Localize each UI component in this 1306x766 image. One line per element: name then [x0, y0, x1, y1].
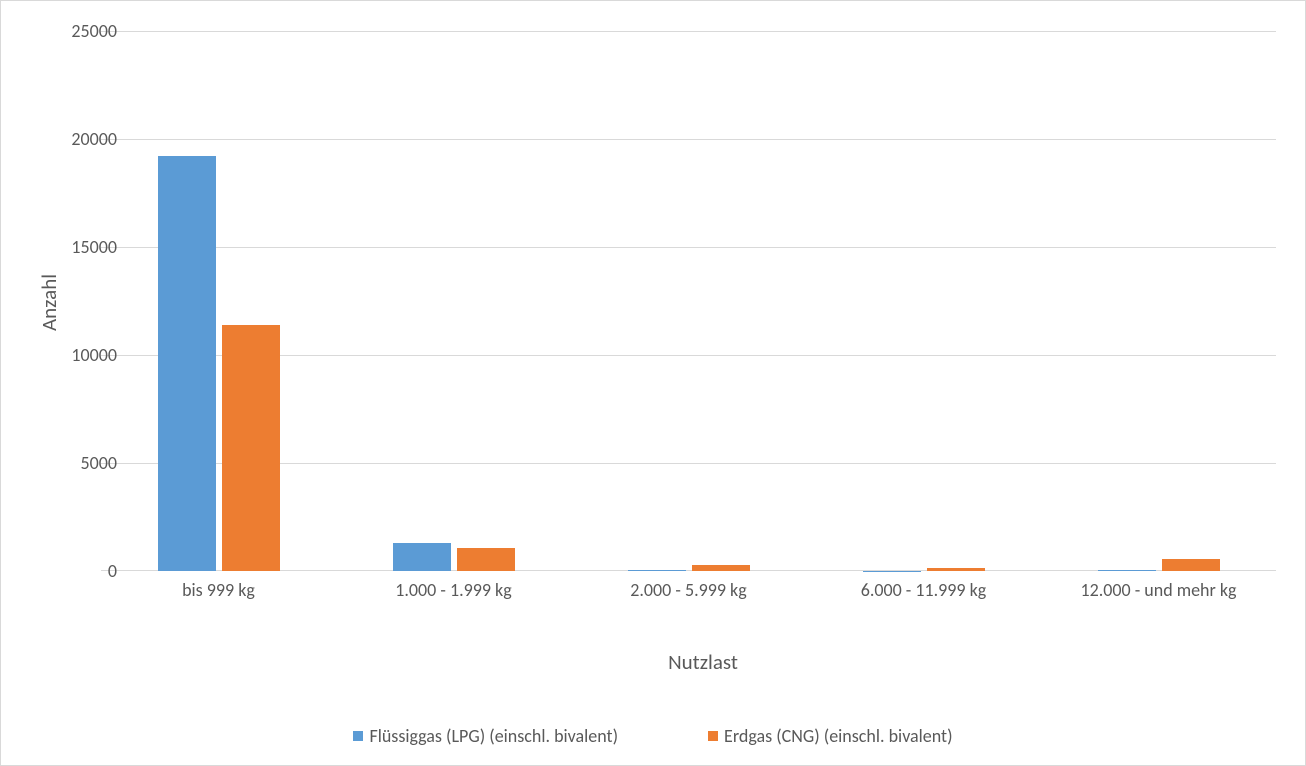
legend-item: Erdgas (CNG) (einschl. bivalent): [708, 725, 953, 747]
y-tick-label: 15000: [17, 236, 117, 258]
plot-area: [101, 31, 1276, 571]
legend-item: Flüssiggas (LPG) (einschl. bivalent): [353, 725, 618, 747]
legend-swatch: [353, 731, 363, 741]
y-tick-label: 5000: [17, 452, 117, 474]
bar: [927, 568, 985, 571]
y-tick-label: 25000: [17, 20, 117, 42]
legend-label: Flüssiggas (LPG) (einschl. bivalent): [369, 725, 618, 747]
legend-label: Erdgas (CNG) (einschl. bivalent): [724, 725, 953, 747]
bar: [1098, 570, 1156, 571]
bar: [692, 565, 750, 571]
bar: [628, 570, 686, 571]
grid-line: [101, 139, 1276, 140]
bar: [393, 543, 451, 571]
y-tick-label: 10000: [17, 344, 117, 366]
legend-swatch: [708, 731, 718, 741]
chart-container: Anzahl Nutzlast Flüssiggas (LPG) (einsch…: [0, 0, 1306, 766]
x-tick-label: 1.000 - 1.999 kg: [336, 579, 571, 602]
grid-line: [101, 247, 1276, 248]
x-tick-label: 2.000 - 5.999 kg: [571, 579, 806, 602]
x-tick-label: bis 999 kg: [101, 579, 336, 602]
bar: [222, 325, 280, 571]
y-axis-title: Anzahl: [36, 274, 62, 331]
y-tick-label: 20000: [17, 128, 117, 150]
bar: [457, 548, 515, 571]
x-tick-label: 12.000 - und mehr kg: [1041, 579, 1276, 602]
x-tick-label: 6.000 - 11.999 kg: [806, 579, 1041, 602]
bar: [1162, 559, 1220, 571]
grid-line: [101, 31, 1276, 32]
bar: [158, 156, 216, 571]
x-axis-title: Nutzlast: [51, 649, 1306, 675]
legend: Flüssiggas (LPG) (einschl. bivalent) Erdg…: [1, 725, 1305, 747]
